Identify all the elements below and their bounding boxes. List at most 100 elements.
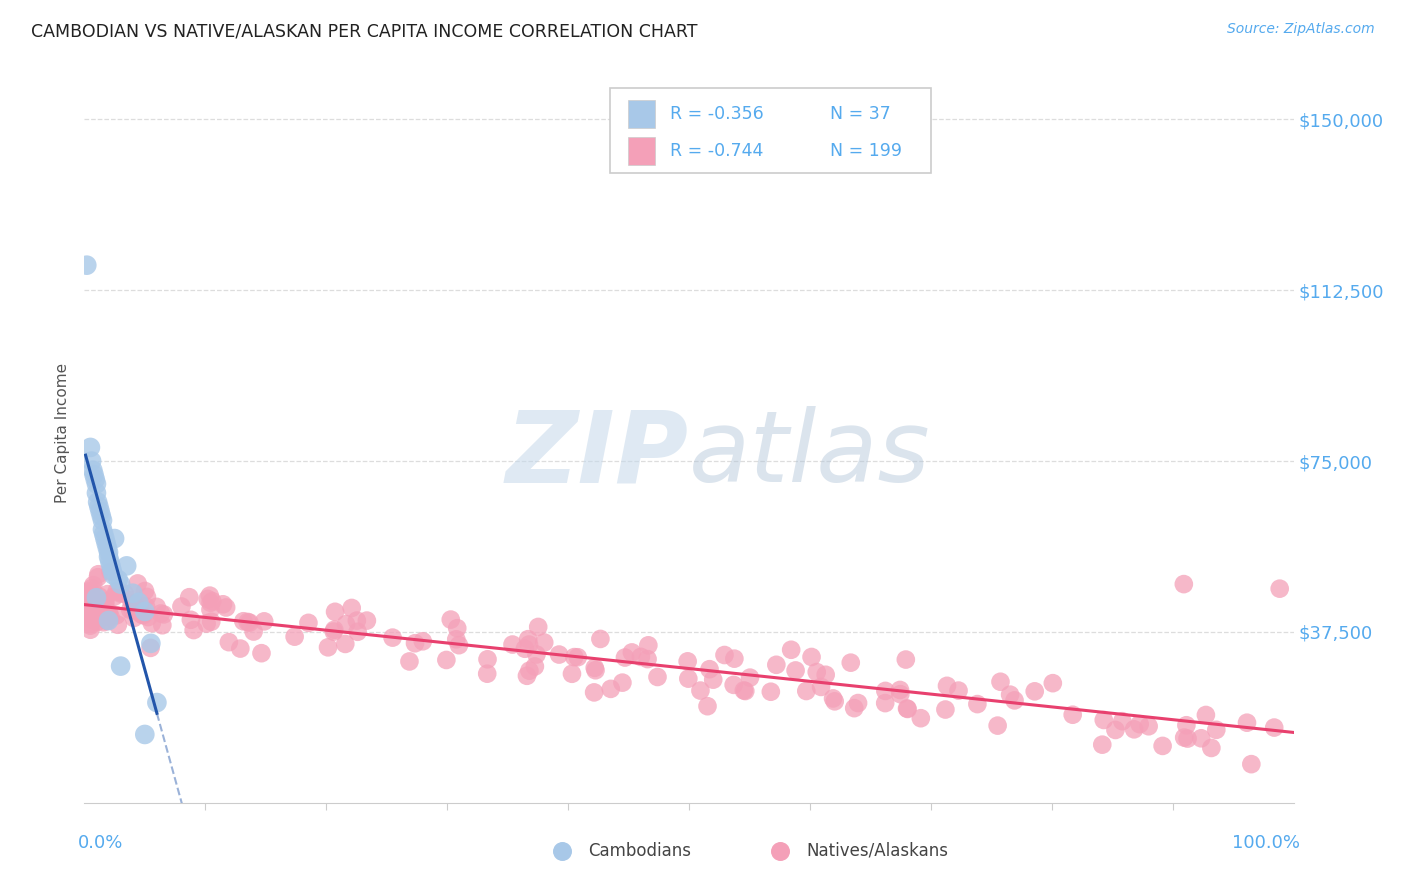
Point	[80, 593, 103, 607]
Point	[132, 608, 155, 623]
Point	[122, 597, 145, 611]
Point	[765, 657, 787, 672]
Point	[412, 634, 434, 648]
Point	[513, 641, 536, 656]
Point	[346, 624, 368, 639]
Point	[91, 513, 114, 527]
Point	[1263, 721, 1285, 735]
Point	[1173, 577, 1195, 591]
Point	[527, 620, 550, 634]
Point	[987, 718, 1010, 732]
Text: N = 199: N = 199	[831, 143, 903, 161]
Point	[96, 541, 118, 555]
Text: N = 37: N = 37	[831, 105, 891, 123]
Point	[146, 696, 169, 710]
Point	[800, 650, 823, 665]
Point	[80, 454, 103, 468]
Point	[135, 599, 157, 614]
Point	[517, 632, 540, 647]
Point	[80, 612, 103, 626]
Point	[612, 675, 634, 690]
Point	[195, 616, 218, 631]
Point	[889, 687, 911, 701]
Point	[229, 641, 252, 656]
Point	[86, 476, 108, 491]
Point	[89, 590, 111, 604]
Point	[115, 558, 138, 573]
Point	[1092, 713, 1115, 727]
Point	[127, 576, 149, 591]
Point	[1236, 715, 1258, 730]
Point	[519, 664, 541, 678]
Point	[79, 611, 101, 625]
Point	[998, 688, 1021, 702]
Point	[824, 694, 846, 708]
Point	[637, 638, 659, 652]
Point	[477, 666, 499, 681]
Point	[1111, 714, 1133, 729]
Point	[129, 607, 152, 621]
Text: 100.0%: 100.0%	[1232, 834, 1299, 852]
FancyBboxPatch shape	[628, 100, 655, 128]
Point	[79, 601, 101, 615]
Point	[583, 661, 606, 675]
Point	[89, 504, 111, 518]
Point	[323, 623, 346, 637]
Point	[141, 616, 163, 631]
Point	[200, 596, 222, 610]
Point	[910, 711, 932, 725]
Point	[110, 577, 132, 591]
Point	[87, 500, 110, 514]
Point	[284, 630, 307, 644]
Point	[79, 599, 101, 613]
Point	[94, 532, 117, 546]
Point	[198, 589, 221, 603]
Point	[948, 683, 970, 698]
Point	[440, 613, 463, 627]
Point	[103, 568, 125, 582]
Point	[122, 611, 145, 625]
Point	[1175, 718, 1198, 732]
Point	[1195, 708, 1218, 723]
Point	[183, 623, 205, 637]
Point	[107, 573, 129, 587]
Point	[1189, 731, 1212, 746]
Point	[875, 696, 897, 710]
Point	[136, 590, 159, 604]
Point	[170, 599, 193, 614]
Point	[104, 532, 127, 546]
Point	[676, 654, 699, 668]
Point	[769, 796, 792, 810]
Point	[1042, 676, 1064, 690]
Text: R = -0.744: R = -0.744	[669, 143, 763, 161]
Point	[562, 650, 585, 665]
Point	[794, 684, 817, 698]
Point	[434, 653, 457, 667]
Point	[96, 587, 118, 601]
Point	[1129, 717, 1152, 731]
Point	[134, 584, 156, 599]
Point	[200, 615, 222, 629]
Point	[134, 604, 156, 618]
Point	[124, 598, 146, 612]
Point	[589, 632, 612, 646]
Point	[98, 554, 121, 568]
Point	[79, 616, 101, 631]
Point	[100, 558, 122, 573]
Point	[96, 614, 118, 628]
Point	[814, 667, 837, 681]
Point	[105, 608, 128, 623]
Point	[76, 258, 98, 272]
Point	[212, 597, 235, 611]
Point	[585, 663, 607, 677]
Point	[86, 591, 108, 605]
Point	[97, 549, 120, 564]
Point	[121, 586, 143, 600]
Point	[699, 662, 721, 676]
Point	[734, 684, 756, 698]
Point	[87, 567, 110, 582]
Text: Source: ZipAtlas.com: Source: ZipAtlas.com	[1227, 22, 1375, 37]
Point	[128, 595, 150, 609]
Point	[94, 536, 117, 550]
Point	[526, 648, 548, 662]
